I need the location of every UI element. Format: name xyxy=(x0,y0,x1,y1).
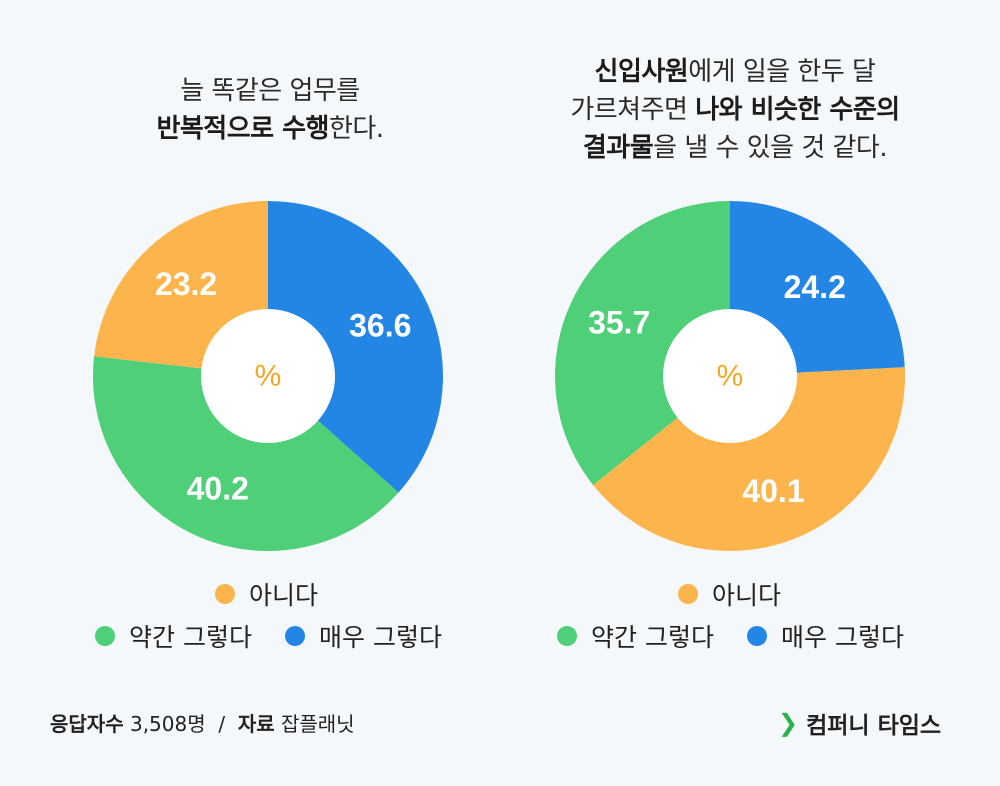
legend-item-no: 아니다 xyxy=(215,576,318,612)
legend-label: 약간 그렇다 xyxy=(129,623,252,652)
legend-dot xyxy=(747,626,767,646)
title-segment: 가르쳐주면 xyxy=(570,95,696,125)
slice-value-label: 35.7 xyxy=(588,305,650,341)
brand-name: 컴퍼니 타임스 xyxy=(806,713,942,739)
legend-label: 아니다 xyxy=(712,581,782,610)
title-segment: 에게 일을 한두 달 xyxy=(688,57,876,87)
donut-hole xyxy=(663,309,797,443)
title-segment: 을 낼 수 있을 것 같다. xyxy=(653,133,888,163)
source-note: 응답자수 3,508명 / 자료 잡플래닛 xyxy=(50,708,355,737)
legend-label: 아니다 xyxy=(249,581,319,610)
legend-dot xyxy=(557,626,577,646)
legend-item-no: 아니다 xyxy=(678,576,781,612)
chevron-right-icon: ❯ xyxy=(778,709,799,737)
legend-dot xyxy=(215,584,235,604)
legend-label: 매우 그렇다 xyxy=(781,623,904,652)
legend-dot xyxy=(678,584,698,604)
center-unit-label: % xyxy=(255,360,282,393)
slice-value-label: 24.2 xyxy=(784,269,846,305)
source-value: 잡플래닛 xyxy=(280,712,355,736)
title-segment: 나와 비슷한 수준의 xyxy=(695,95,900,125)
donut-hole xyxy=(201,309,335,443)
title-segment: 신입사원 xyxy=(594,57,689,87)
legend-item-somewhat: 약간 그렇다 xyxy=(95,618,252,654)
legend-item-very: 매우 그렇다 xyxy=(285,618,442,654)
slice-value-label: 40.2 xyxy=(187,470,249,506)
slice-value-label: 40.1 xyxy=(742,473,804,509)
donut-slice xyxy=(268,201,444,493)
legend-item-very: 매우 그렇다 xyxy=(747,618,904,654)
donut-chart-left: 36.6 40.2 23.2% xyxy=(93,200,444,551)
brand-logo: ❯ 컴퍼니 타임스 xyxy=(778,706,941,740)
legend-label: 약간 그렇다 xyxy=(591,623,714,652)
respondents-value: 3,508명 xyxy=(129,712,206,736)
title-segment: 결과물 xyxy=(582,133,654,163)
donut-chart-right: 24.2 40.1 35.7% xyxy=(555,201,905,551)
donut-slice xyxy=(555,201,730,485)
slice-value-label: 36.6 xyxy=(349,308,411,344)
legend-dot xyxy=(285,626,305,646)
legend-item-somewhat: 약간 그렇다 xyxy=(557,618,714,654)
title-segment: 반복적으로 수행 xyxy=(156,114,329,144)
donut-slice xyxy=(93,356,399,551)
slice-value-label: 23.2 xyxy=(155,266,217,302)
respondents-label: 응답자수 xyxy=(50,712,124,736)
title-segment: 한다. xyxy=(328,114,384,144)
legend-label: 매우 그렇다 xyxy=(319,623,442,652)
legend-dot xyxy=(95,626,115,646)
source-label: 자료 xyxy=(237,712,275,736)
center-unit-label: % xyxy=(717,360,744,393)
separator: / xyxy=(218,712,226,736)
donut-slice xyxy=(593,367,905,551)
title-segment: 늘 똑같은 업무를 xyxy=(180,76,360,106)
